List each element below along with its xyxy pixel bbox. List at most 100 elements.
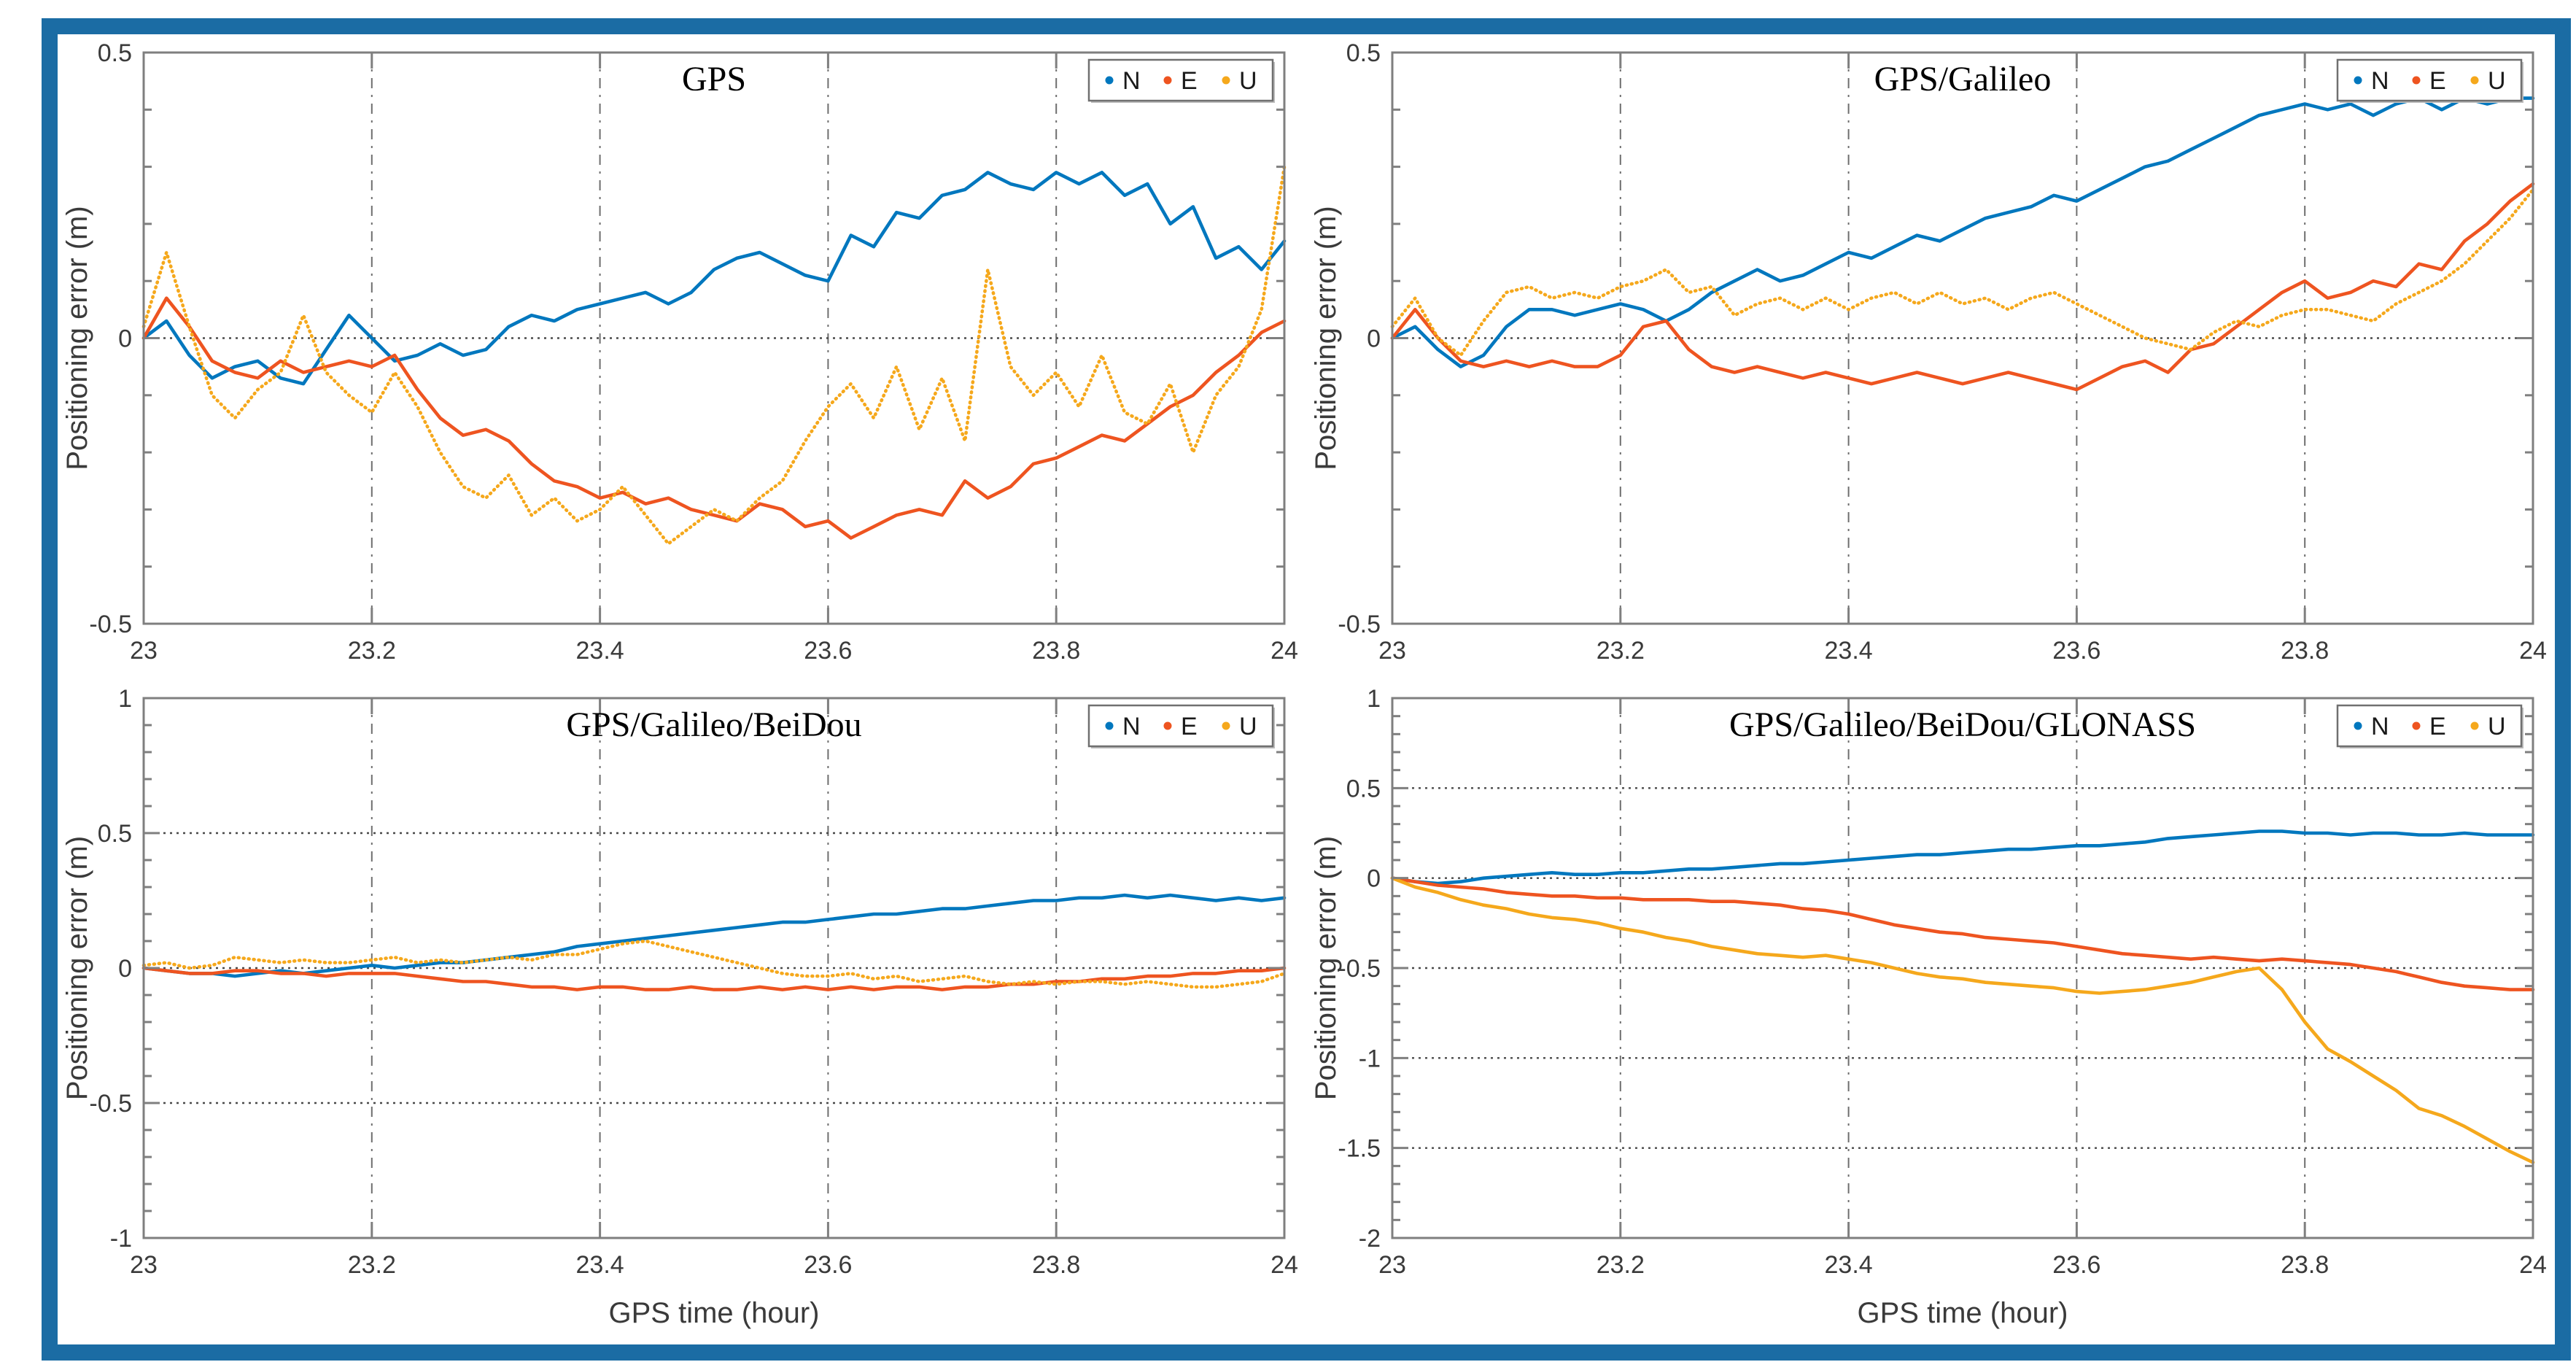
- legend-label-N: N: [2371, 713, 2389, 740]
- x-tick-label: 23.6: [2052, 637, 2100, 665]
- legend-box: [1087, 58, 1274, 102]
- legend-label-U: U: [1239, 713, 1257, 740]
- x-tick-label: 23: [130, 1251, 158, 1279]
- x-tick-label: 24: [2519, 1251, 2547, 1279]
- legend-label-E: E: [2429, 713, 2446, 740]
- x-axis-label: GPS time (hour): [609, 1297, 820, 1329]
- x-tick-label: 23.4: [1825, 637, 1873, 665]
- series-U: [1390, 187, 2535, 357]
- panel-gps-galileo-beidou: 23 23.2 23.4 23.6 23.8 24 1 0.5 0 -0.5 -1 Positioni…: [58, 689, 1306, 1344]
- y-axis-label: Positioning error (m): [61, 206, 93, 470]
- panel-title: GPS: [682, 60, 746, 98]
- y-tick-label: 0.5: [98, 39, 132, 67]
- axis-ticks: [1391, 697, 2534, 1239]
- tick-labels: 23 23.2 23.4 23.6 23.8 24 1 0.5 0 -0.5 -1 -1.5 -2: [1338, 689, 2547, 1279]
- series-E: [141, 966, 1287, 991]
- legend-marker-E: [1163, 76, 1172, 85]
- x-tick-label: 24: [2519, 637, 2547, 665]
- legend-marker-U: [2470, 721, 2479, 730]
- x-tick-label: 23: [1378, 1251, 1406, 1279]
- legend-box: [2336, 704, 2523, 748]
- x-tick-label: 23: [1378, 637, 1406, 665]
- panel-title: GPS/Galileo/BeiDou/GLONASS: [1729, 705, 2196, 744]
- y-tick-label: -0.5: [89, 1090, 132, 1118]
- series-U: [1390, 876, 2535, 1164]
- chart-gps-galileo: 23 23.2 23.4 23.6 23.8 24 0.5 0 -0.5 Positioning …: [1310, 39, 2547, 665]
- x-tick-label: 23.4: [576, 1251, 624, 1279]
- y-tick-label: -1: [110, 1225, 132, 1253]
- y-axis-label: Positioning error (m): [1310, 206, 1342, 470]
- legend-marker-U: [2470, 76, 2479, 85]
- series-U: [141, 939, 1287, 989]
- legend-marker-E: [2412, 721, 2421, 730]
- legend-marker-N: [2354, 76, 2362, 85]
- x-axis-label: GPS time (hour): [1858, 1297, 2068, 1329]
- x-tick-label: 23.2: [1597, 1251, 1645, 1279]
- series-lines: [141, 165, 1287, 546]
- panel-gps-galileo-beidou-glonass: 23 23.2 23.4 23.6 23.8 24 1 0.5 0 -0.5 -1 -1.5 -2 Pos…: [1306, 689, 2555, 1344]
- grid-lines: [1392, 698, 2533, 1238]
- series-N: [1390, 829, 2535, 886]
- chart-gps: 23 23.2 23.4 23.6 23.8 24 0.5 0 -0.5 Positioning …: [61, 39, 1298, 665]
- legend-marker-E: [2412, 76, 2421, 85]
- x-tick-label: 23.8: [2281, 637, 2329, 665]
- legend-label-U: U: [2488, 713, 2506, 740]
- y-tick-label: -2: [1359, 1225, 1381, 1253]
- axis-ticks: [1391, 51, 2534, 625]
- legend-label-E: E: [1181, 67, 1198, 95]
- x-tick-label: 23.8: [1032, 1251, 1080, 1279]
- series-N: [141, 171, 1287, 386]
- legend-marker-N: [1105, 721, 1114, 730]
- legend-marker-N: [1105, 76, 1114, 85]
- figure-frame: 23 23.2 23.4 23.6 23.8 24 0.5 0 -0.5 Positioning …: [42, 18, 2571, 1361]
- panel-title: GPS/Galileo: [1874, 60, 2052, 98]
- x-tick-label: 23.4: [576, 637, 624, 665]
- series-E: [1390, 182, 2535, 392]
- y-tick-label: -1: [1359, 1045, 1381, 1072]
- legend-label-U: U: [2488, 67, 2506, 95]
- panels-grid: 23 23.2 23.4 23.6 23.8 24 0.5 0 -0.5 Positioning …: [58, 34, 2555, 1344]
- legend-box: [1087, 704, 1274, 748]
- series-N: [1390, 96, 2535, 368]
- series-lines: [1390, 96, 2535, 392]
- tick-labels: 23 23.2 23.4 23.6 23.8 24 0.5 0 -0.5: [1338, 39, 2547, 665]
- x-tick-label: 23.8: [2281, 1251, 2329, 1279]
- y-tick-label: 0: [1367, 325, 1381, 353]
- legend-marker-U: [1222, 76, 1230, 85]
- y-tick-label: 0: [118, 325, 132, 353]
- legend-marker-U: [1222, 721, 1230, 730]
- series-lines: [1390, 829, 2535, 1164]
- y-axis-label: Positioning error (m): [61, 836, 93, 1100]
- grid-lines: [144, 53, 1284, 624]
- y-tick-label: -1.5: [1338, 1135, 1381, 1163]
- axis-ticks: [142, 51, 1286, 625]
- y-tick-label: 0.5: [1346, 775, 1381, 802]
- panel-title: GPS/Galileo/BeiDou: [566, 705, 861, 744]
- series-E: [141, 296, 1287, 540]
- legend-label-N: N: [2371, 67, 2389, 95]
- y-tick-label: 1: [118, 689, 132, 713]
- x-tick-label: 23: [130, 637, 158, 665]
- legend-label-E: E: [2429, 67, 2446, 95]
- legend-label-N: N: [1122, 713, 1141, 740]
- series-N: [141, 893, 1287, 978]
- y-axis-label: Positioning error (m): [1310, 836, 1342, 1100]
- x-tick-label: 24: [1270, 1251, 1298, 1279]
- x-tick-label: 23.8: [1032, 637, 1080, 665]
- chart-gps-galileo-beidou-glonass: 23 23.2 23.4 23.6 23.8 24 1 0.5 0 -0.5 -1 -1.5 -2 Pos…: [1310, 689, 2547, 1329]
- legend-marker-N: [2354, 721, 2362, 730]
- grid-lines: [144, 698, 1284, 1238]
- x-tick-label: 23.2: [1597, 637, 1645, 665]
- axis-ticks: [142, 697, 1286, 1239]
- series-lines: [141, 893, 1287, 991]
- x-tick-label: 23.6: [804, 1251, 852, 1279]
- series-U: [141, 165, 1287, 546]
- tick-labels: 23 23.2 23.4 23.6 23.8 24 0.5 0 -0.5: [89, 39, 1298, 665]
- x-tick-label: 23.6: [804, 637, 852, 665]
- y-tick-label: 0.5: [98, 820, 132, 848]
- series-E: [1390, 876, 2535, 991]
